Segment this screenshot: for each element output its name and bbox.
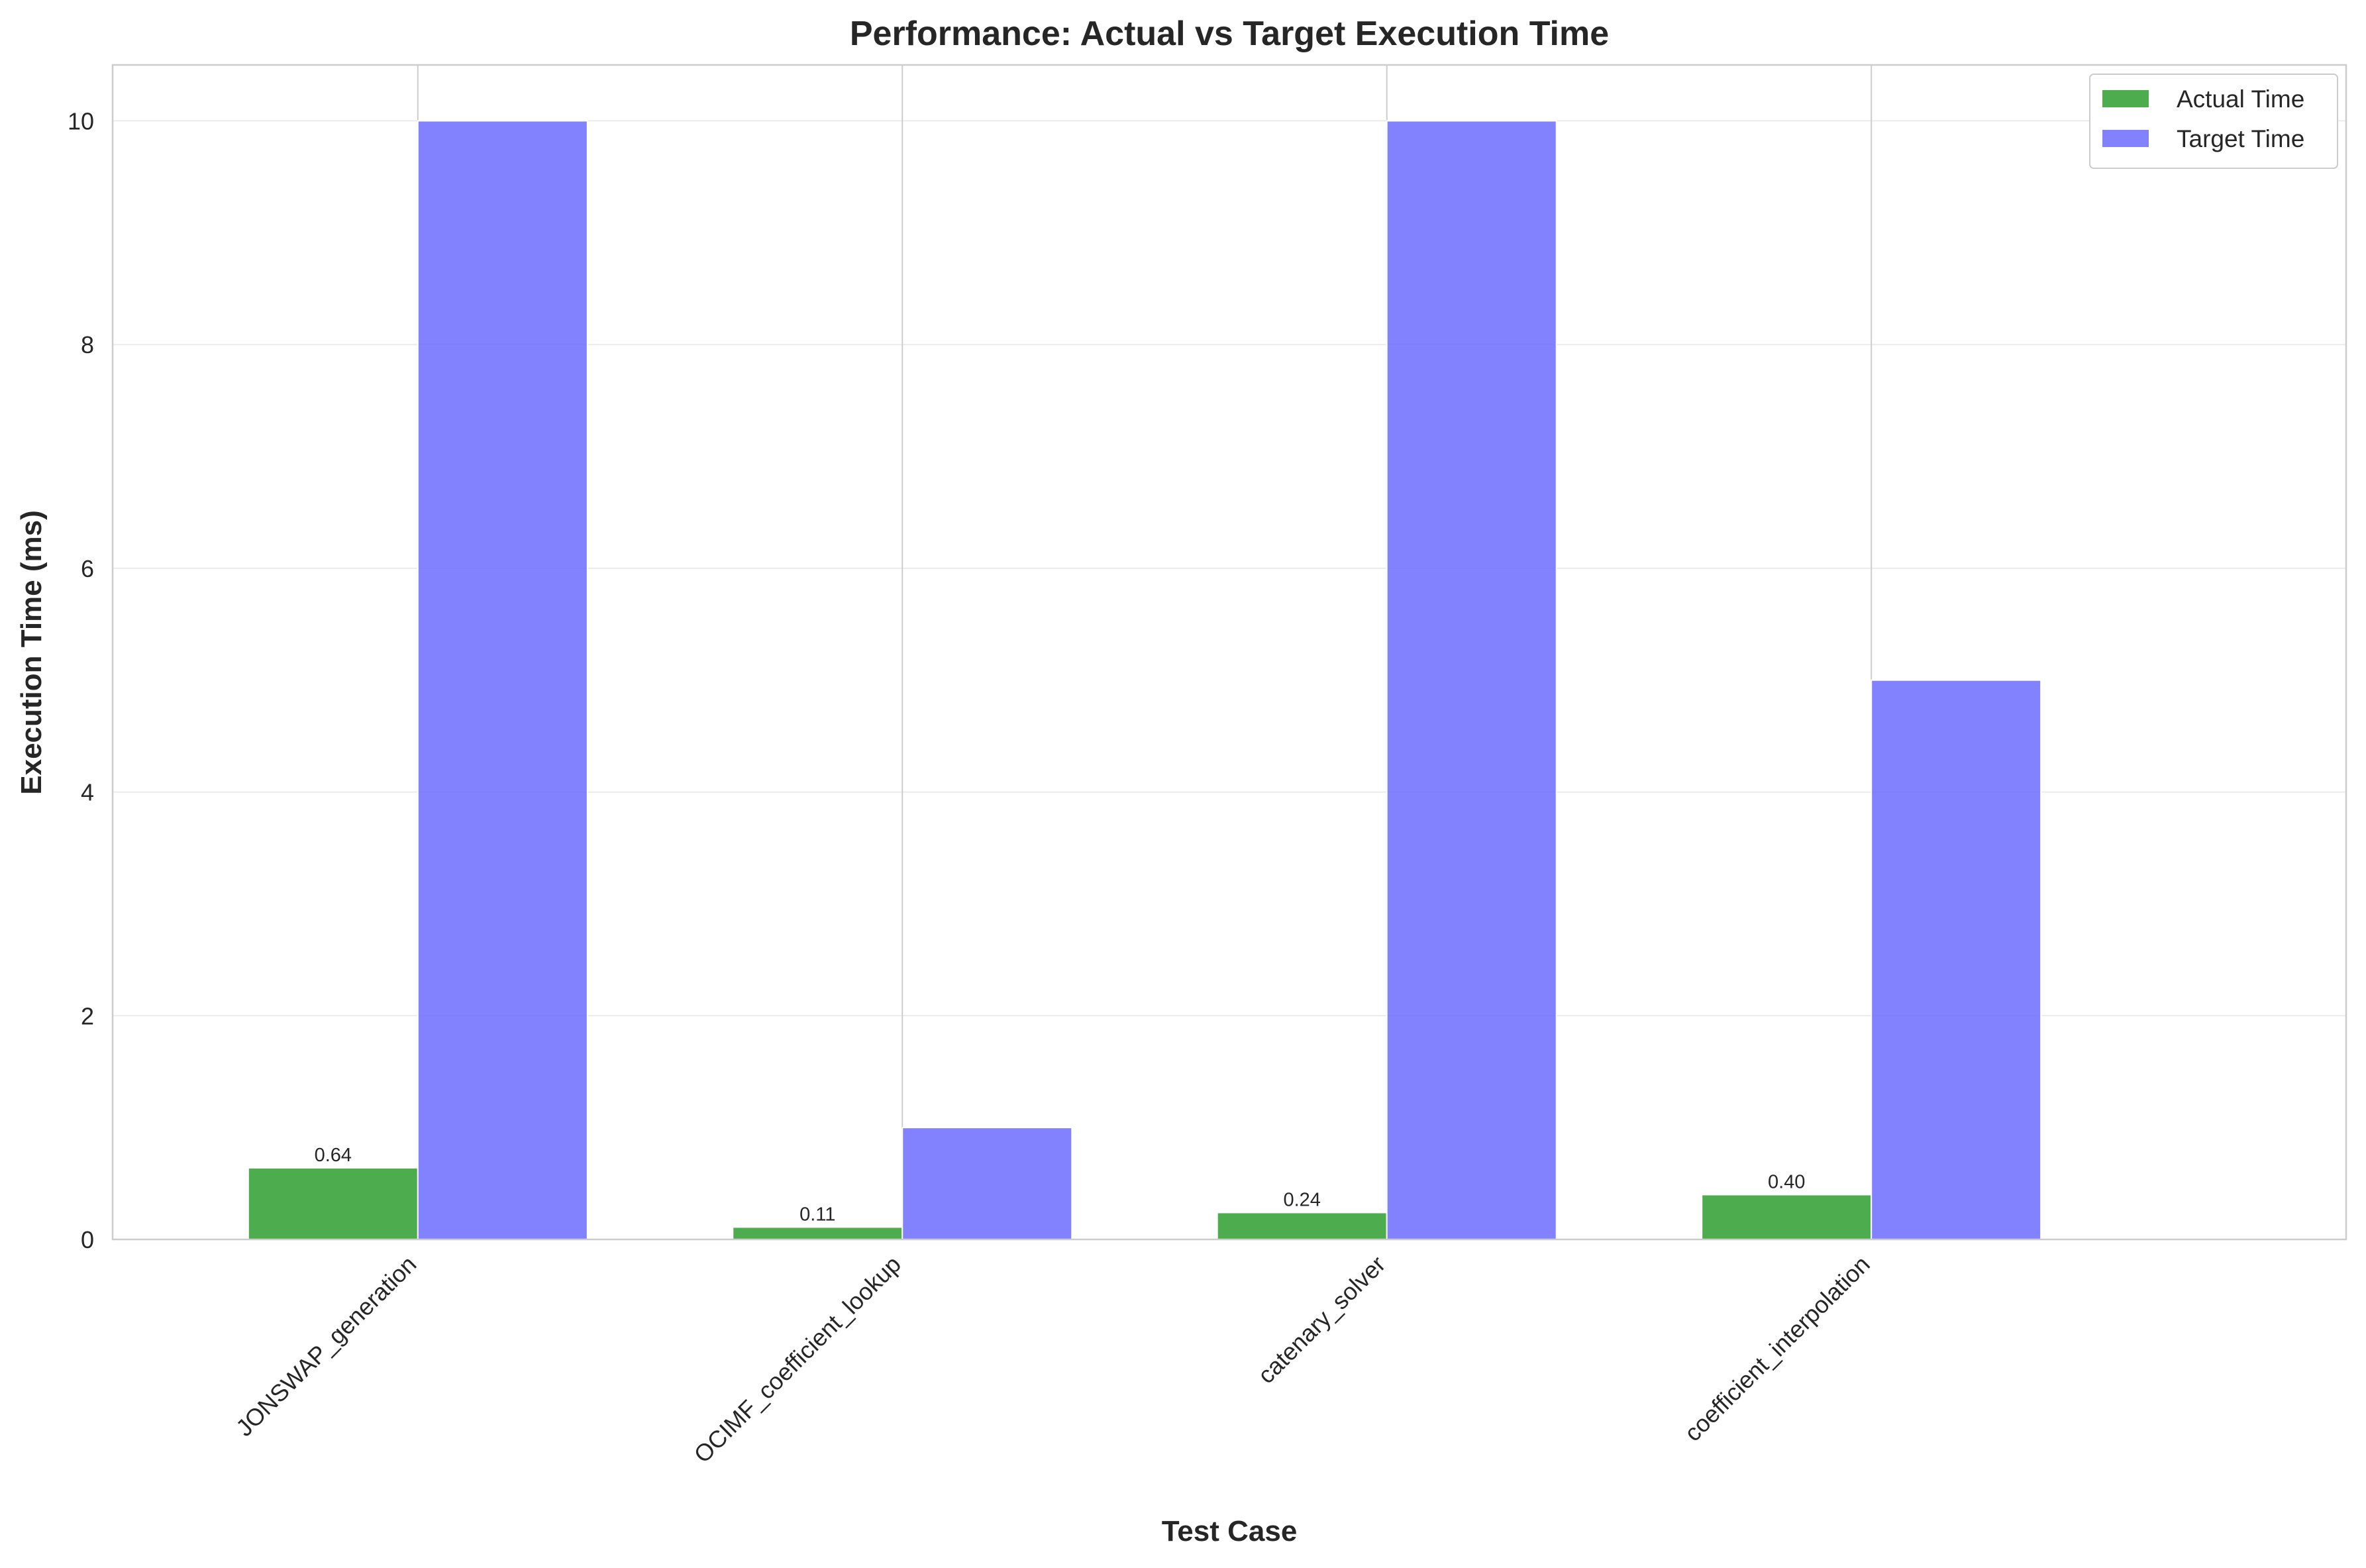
- x-axis-label: Test Case: [1162, 1515, 1298, 1547]
- y-tick-label-5: 10: [68, 107, 94, 134]
- y-tick-label-0: 0: [81, 1226, 94, 1253]
- bars: [247, 120, 2042, 1241]
- bar-actual-time-catenary-solver: [1216, 1212, 1388, 1240]
- data-label-coefficient-interpolation: 0.40: [1768, 1171, 1805, 1192]
- legend-swatch-actual-time: [2102, 90, 2149, 107]
- data-label-jonswap-generation: 0.64: [315, 1145, 352, 1166]
- legend-swatch-target-time: [2102, 130, 2149, 147]
- data-label-catenary-solver: 0.24: [1283, 1189, 1320, 1210]
- y-tick-label-1: 2: [81, 1002, 94, 1029]
- bar-target-time-jonswap-generation: [417, 120, 588, 1240]
- legend-label-target-time: Target Time: [2177, 125, 2304, 152]
- bar-target-time-coefficient-interpolation: [1871, 679, 2042, 1240]
- legend-label-actual-time: Actual Time: [2177, 85, 2304, 113]
- bar-target-time-catenary-solver: [1386, 120, 1557, 1240]
- y-axis-label: Execution Time (ms): [15, 510, 48, 795]
- y-tick-label-4: 8: [81, 331, 94, 358]
- bar-actual-time-coefficient-interpolation: [1701, 1194, 1873, 1241]
- bar-actual-time-jonswap-generation: [247, 1167, 419, 1240]
- y-tick-label-2: 4: [81, 779, 94, 806]
- bar-actual-time-ocimf-coefficient-lookup: [732, 1226, 903, 1240]
- y-tick-label-3: 6: [81, 555, 94, 582]
- legend: Actual Time Target Time: [2089, 74, 2338, 169]
- chart-title: Performance: Actual vs Target Execution …: [850, 15, 1609, 53]
- data-label-ocimf-coefficient-lookup: 0.11: [799, 1204, 835, 1225]
- bar-target-time-ocimf-coefficient-lookup: [901, 1127, 1073, 1240]
- y-ticks: 0 2 4 6 8 10: [68, 107, 94, 1253]
- legend-box: [2089, 74, 2338, 169]
- plot-frame: [111, 64, 2347, 1241]
- data-labels: 0.64 0.11 0.24 0.40: [315, 1145, 1806, 1225]
